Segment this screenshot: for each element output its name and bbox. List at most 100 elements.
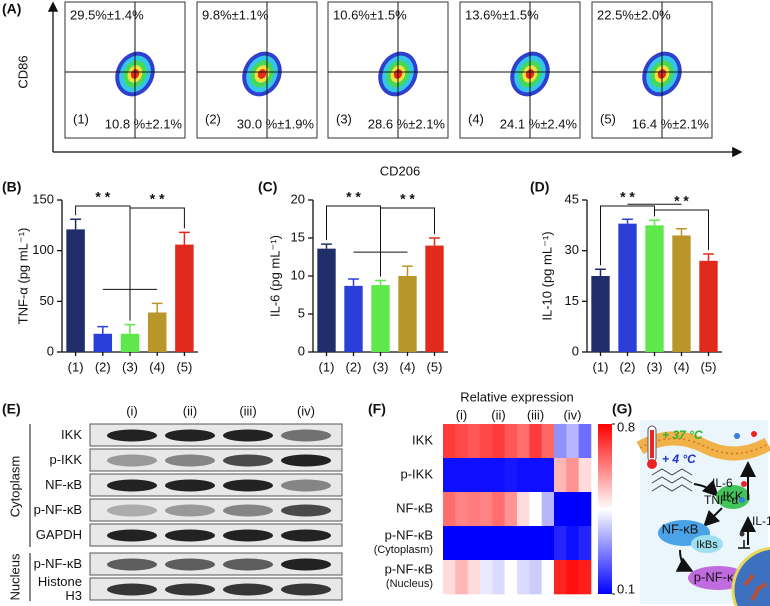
heat-cell — [480, 560, 493, 595]
heat-cell — [455, 526, 468, 561]
blot-row-label: IKK — [61, 427, 82, 442]
x-label: CD206 — [380, 163, 420, 178]
dot — [734, 433, 740, 439]
quadrant-label: 30.0 %±1.9% — [237, 116, 315, 131]
column-label: (iv) — [563, 407, 581, 422]
y-tick-label: 15 — [291, 229, 305, 244]
heat-cell — [443, 560, 456, 595]
heat-cell — [541, 458, 555, 493]
blot-column: (iii) — [239, 403, 256, 418]
dot — [741, 481, 747, 487]
blot-band — [165, 504, 215, 517]
heat-cell — [492, 492, 505, 527]
x-tick-label: (5) — [176, 359, 192, 374]
bar — [93, 333, 113, 352]
bar — [425, 245, 444, 352]
il6: IL-6 — [712, 476, 733, 490]
y-tick-label: 15 — [565, 293, 579, 308]
flow-panel: CD86 CD206 29.5%±1.4% 10.8 %±2.1% (1) 9.8%±… — [15, 1, 743, 178]
blot-band — [223, 479, 273, 492]
ikbs: IkBs — [696, 539, 718, 551]
blot-strip — [89, 577, 343, 601]
bar — [618, 223, 637, 352]
heat-cell — [566, 424, 579, 459]
blot-row-label: p-IKK — [49, 452, 82, 467]
bar — [317, 248, 336, 352]
significance: * * — [95, 189, 110, 205]
quadrant-label: 9.8%±1.1% — [202, 7, 269, 22]
heat-cell — [517, 424, 530, 459]
x-tick-label: (1) — [593, 359, 609, 374]
group-label: Cytoplasm — [7, 456, 22, 517]
blot-band — [165, 479, 215, 492]
blot-row-label: GAPDH — [36, 527, 82, 542]
bar — [344, 285, 363, 352]
blot-band — [223, 429, 273, 442]
error-bar — [676, 227, 687, 236]
heat-cell — [554, 526, 567, 561]
blot-strip — [89, 423, 343, 447]
blot-band — [223, 504, 273, 517]
blot-strip — [89, 473, 343, 497]
heat-cell — [517, 458, 530, 493]
heat-cell — [566, 526, 579, 561]
blot-band — [107, 558, 157, 571]
arrow — [675, 549, 694, 572]
heat-cell — [467, 526, 481, 561]
blot-strip — [89, 498, 343, 522]
panel-label: (G) — [612, 401, 632, 417]
blot-row-label: Histone — [38, 574, 82, 589]
row-label: (Nucleus) — [386, 578, 433, 590]
arrow — [703, 507, 723, 527]
thermometer-fill — [650, 430, 654, 458]
error-bar — [649, 219, 660, 226]
significance: * * — [674, 193, 689, 209]
heat-cell — [480, 492, 493, 527]
heat-cell — [517, 560, 530, 595]
column-label: (ii) — [491, 407, 505, 422]
bar — [371, 285, 390, 352]
tnf: TNF-α — [704, 493, 738, 507]
heat-cell — [554, 560, 567, 595]
row-label: p-IKK — [400, 466, 433, 481]
heat-cell — [529, 424, 542, 459]
panel-label: (B) — [2, 179, 21, 195]
blot-band — [223, 583, 273, 596]
nfkb: NF-κB — [662, 521, 699, 536]
heat-cell — [467, 560, 481, 595]
heat-cell — [492, 424, 505, 459]
blot-column: (iv) — [297, 403, 315, 418]
bar — [591, 276, 610, 352]
heatmap-title: Relative expression — [460, 389, 573, 404]
row-label: (Cytoplasm) — [374, 544, 433, 556]
heat-cell — [492, 458, 505, 493]
panel-label: (C) — [258, 179, 277, 195]
y-label: CD86 — [15, 55, 30, 88]
heat-cell — [492, 560, 505, 595]
y-tick-label: 30 — [565, 242, 579, 257]
chromosomes — [743, 573, 768, 602]
plot-id: (2) — [205, 111, 221, 126]
plot-frame — [459, 1, 581, 139]
blot-band — [165, 429, 215, 442]
heat-cell — [554, 492, 567, 527]
x-tick-label: (1) — [319, 359, 335, 374]
row-label: NF-κB — [396, 500, 433, 515]
blot-band — [165, 558, 215, 571]
x-tick-label: (3) — [122, 359, 138, 374]
heat-cell — [566, 560, 579, 595]
significance: * * — [620, 189, 635, 205]
heat-cell — [529, 526, 542, 561]
y-tick-label: 45 — [565, 191, 579, 206]
blot-strip — [89, 523, 343, 547]
plot-frame — [196, 1, 318, 139]
heat-cell — [455, 560, 468, 595]
blot-band — [165, 583, 215, 596]
blot-band — [223, 454, 273, 467]
quadrant-label: 13.6%±1.5% — [465, 7, 539, 22]
cold: + 4 °C — [662, 452, 696, 466]
colorbar-label: 0.1 — [617, 581, 635, 596]
heat-cell — [578, 458, 592, 493]
blot-band — [107, 504, 157, 517]
